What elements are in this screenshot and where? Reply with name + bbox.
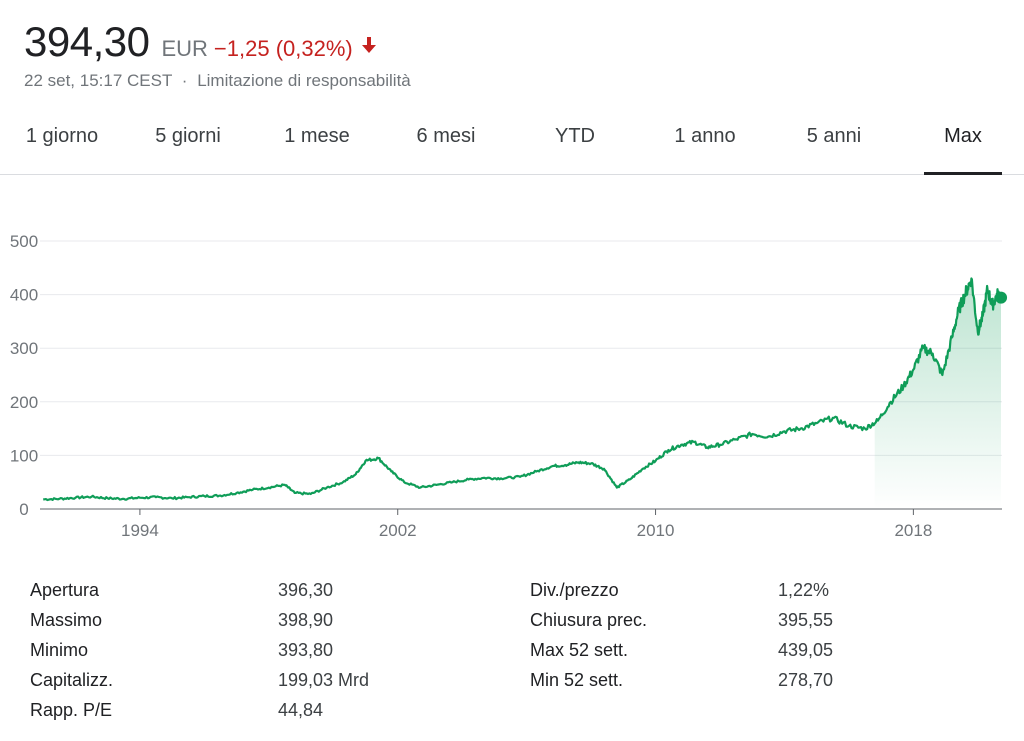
y-tick-label: 0 [19, 500, 28, 519]
stat-label-prev-close: Chiusura prec. [530, 610, 648, 630]
stat-label-open: Apertura [30, 580, 100, 600]
tab-6-months[interactable]: 6 mesi [416, 125, 476, 147]
stat-label-low: Minimo [30, 640, 89, 660]
x-tick-label: 2010 [637, 521, 675, 540]
quote-timestamp: 22 set, 15:17 CEST [24, 71, 173, 90]
stat-value-high: 398,90 [278, 610, 334, 630]
separator: · [181, 71, 188, 90]
stat-value-low: 393,80 [278, 640, 334, 660]
tab-1-month[interactable]: 1 mese [284, 125, 350, 147]
stat-value-market-cap: 199,03 Mrd [278, 670, 370, 690]
stat-label-market-cap: Capitalizz. [30, 670, 114, 690]
y-tick-label: 400 [10, 286, 38, 305]
stat-value-open: 396,30 [278, 580, 334, 600]
stat-label-high: Massimo [30, 610, 103, 630]
disclaimer-link[interactable]: Limitazione di responsabilità [197, 71, 411, 90]
tab-ytd[interactable]: YTD [555, 125, 595, 147]
quote-subline: 22 set, 15:17 CEST · Limitazione di resp… [24, 71, 411, 91]
price-line [43, 277, 1003, 502]
quote-header: 394,30 EUR −1,25 (0,32%) [24, 18, 377, 66]
tab-1-day[interactable]: 1 giorno [25, 125, 99, 147]
stat-value-prev-close: 395,55 [778, 610, 834, 630]
stat-label-52w-low: Min 52 sett. [530, 670, 624, 690]
tab-1-year[interactable]: 1 anno [674, 125, 736, 147]
tab-5-years[interactable]: 5 anni [806, 125, 862, 147]
stat-value-div-yield: 1,22% [778, 580, 830, 600]
price-area-fill [874, 278, 1001, 509]
tab-5-days[interactable]: 5 giorni [155, 125, 221, 147]
y-tick-label: 300 [10, 339, 38, 358]
currency-label: EUR [161, 36, 208, 61]
y-tick-label: 500 [10, 232, 38, 251]
range-tabs: 1 giorno 5 giorni 1 mese 6 mesi YTD 1 an… [0, 112, 1024, 175]
price-change: −1,25 (0,32%) [213, 36, 353, 61]
y-tick-label: 200 [10, 393, 38, 412]
stat-value-pe-ratio: 44,84 [278, 700, 324, 720]
x-tick-label: 2002 [379, 521, 417, 540]
price-chart[interactable]: 0 100 200 300 400 500 1994 2002 2010 2018 [0, 225, 1024, 555]
x-tick-label: 2018 [894, 521, 932, 540]
stat-value-52w-high: 439,05 [778, 640, 834, 660]
stat-label-div-yield: Div./prezzo [530, 580, 619, 600]
x-tick-label: 1994 [121, 521, 159, 540]
arrow-down-icon [361, 36, 377, 59]
stat-value-52w-low: 278,70 [778, 670, 834, 690]
stat-label-pe-ratio: Rapp. P/E [30, 700, 113, 720]
stat-label-52w-high: Max 52 sett. [530, 640, 629, 660]
y-tick-label: 100 [10, 446, 38, 465]
current-price: 394,30 [24, 18, 150, 65]
tab-max[interactable]: Max [924, 112, 1002, 175]
last-price-point [995, 291, 1008, 304]
